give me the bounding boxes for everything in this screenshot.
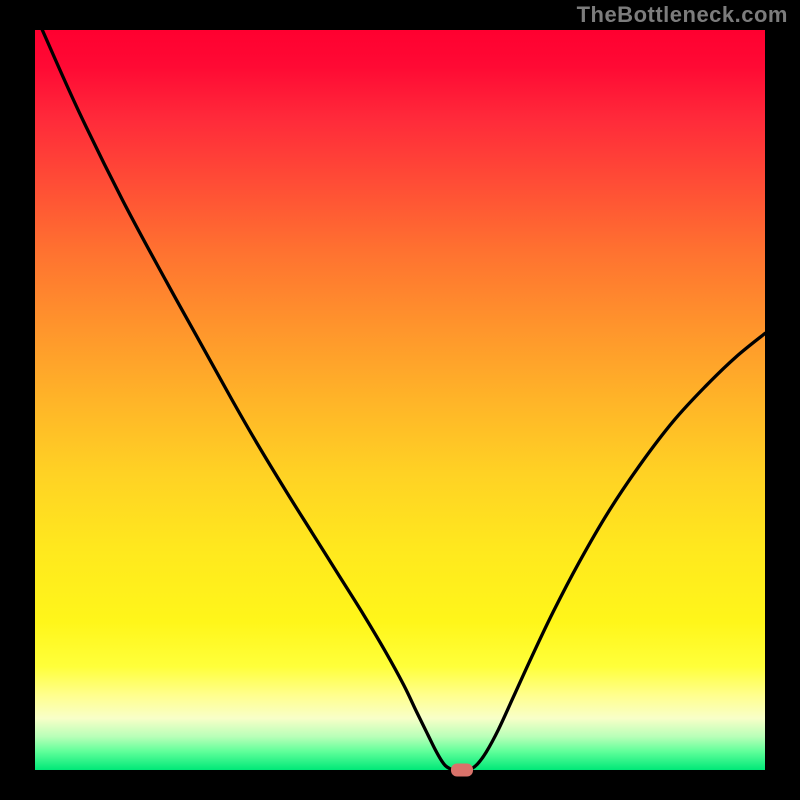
bottleneck-curve <box>35 30 765 770</box>
chart-frame: TheBottleneck.com <box>0 0 800 800</box>
plot-area <box>35 30 765 770</box>
optimal-point-marker <box>451 764 473 777</box>
watermark-label: TheBottleneck.com <box>577 2 788 28</box>
